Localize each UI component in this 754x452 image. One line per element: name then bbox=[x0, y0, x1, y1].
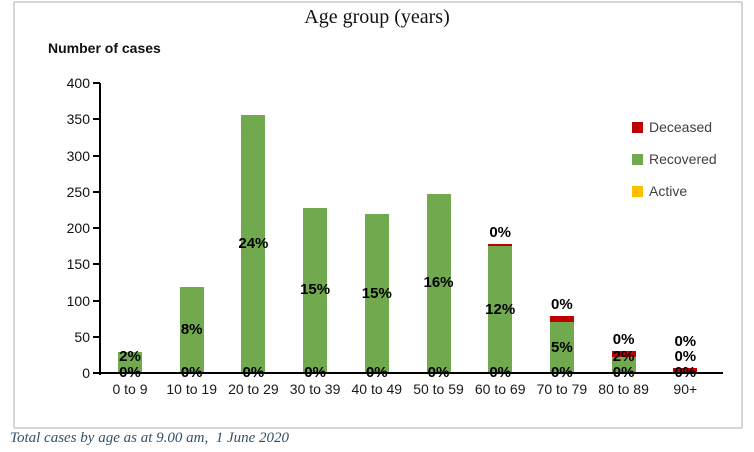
legend-item-active: Active bbox=[632, 183, 717, 199]
label-active-40-to-49: 0% bbox=[365, 364, 388, 381]
label-active-90+: 0% bbox=[674, 364, 697, 381]
bar-recovered-0-to-9 bbox=[118, 351, 142, 373]
y-axis-tick-label: 300 bbox=[66, 147, 90, 164]
legend-swatch-recovered bbox=[632, 153, 643, 165]
y-axis-tick bbox=[93, 82, 100, 84]
y-axis-tick bbox=[93, 335, 100, 338]
y-axis-tick bbox=[93, 263, 100, 266]
label-recovered-90+: 0% bbox=[674, 348, 697, 365]
chart-title: Age group (years) bbox=[304, 6, 450, 28]
label-recovered-80-to-89: 2% bbox=[612, 348, 635, 365]
y-axis-tick bbox=[93, 118, 100, 121]
bar-recovered-20-to-29 bbox=[241, 114, 266, 373]
y-axis-tick-label: 150 bbox=[66, 256, 90, 273]
x-axis-label-90+: 90+ bbox=[673, 381, 698, 397]
legend-label-active: Active bbox=[649, 183, 688, 199]
legend-item-deceased: Deceased bbox=[632, 119, 717, 135]
y-axis-line bbox=[99, 83, 101, 375]
bar-deceased-90+ bbox=[673, 367, 698, 372]
legend-item-recovered: Recovered bbox=[632, 151, 717, 167]
x-axis-label-40-to-49: 40 to 49 bbox=[351, 381, 403, 397]
label-deceased-70-to-79: 0% bbox=[551, 296, 573, 314]
legend-label-recovered: Recovered bbox=[649, 151, 717, 167]
bar-deceased-60-to-69 bbox=[488, 243, 513, 247]
y-axis-tick bbox=[93, 299, 100, 302]
bar-recovered-70-to-79 bbox=[549, 322, 574, 373]
legend-swatch-active bbox=[632, 185, 643, 197]
label-deceased-90+: 0% bbox=[674, 333, 697, 350]
x-axis-line bbox=[99, 372, 723, 374]
label-active-30-to-39: 0% bbox=[304, 364, 326, 381]
label-active-50-to-59: 0% bbox=[427, 364, 450, 381]
bar-recovered-10-to-19 bbox=[179, 286, 204, 373]
y-axis-tick-label: 400 bbox=[66, 75, 90, 91]
bar-recovered-30-to-39 bbox=[303, 207, 328, 373]
bar-deceased-80-to-89 bbox=[611, 350, 636, 358]
label-active-70-to-79: 0% bbox=[551, 364, 573, 381]
bar-recovered-80-to-89 bbox=[611, 357, 636, 373]
y-axis-tick-label: 250 bbox=[66, 183, 90, 200]
label-active-10-to-19: 0% bbox=[180, 364, 203, 381]
label-recovered-30-to-39: 15% bbox=[300, 281, 331, 299]
label-deceased-80-to-89: 0% bbox=[612, 330, 635, 348]
label-recovered-20-to-29: 24% bbox=[238, 234, 269, 252]
label-recovered-50-to-59: 16% bbox=[423, 274, 454, 292]
label-recovered-10-to-19: 8% bbox=[180, 320, 203, 338]
legend-swatch-deceased bbox=[632, 121, 643, 133]
label-recovered-0-to-9: 2% bbox=[119, 348, 141, 365]
label-recovered-40-to-49: 15% bbox=[361, 284, 392, 302]
bar-deceased-70-to-79 bbox=[549, 316, 574, 323]
y-axis-tick bbox=[93, 154, 100, 157]
y-axis-tick-label: 200 bbox=[66, 220, 90, 236]
y-axis-tick bbox=[93, 227, 100, 229]
label-recovered-70-to-79: 5% bbox=[551, 338, 573, 356]
x-axis-label-80-to-89: 80 to 89 bbox=[598, 381, 649, 397]
label-active-20-to-29: 0% bbox=[242, 364, 265, 381]
y-axis-tick-label: 50 bbox=[74, 328, 90, 345]
bar-recovered-60-to-69 bbox=[488, 246, 513, 373]
x-axis-label-70-to-79: 70 to 79 bbox=[536, 381, 588, 397]
legend: Deceased Recovered Active bbox=[632, 119, 717, 215]
bar-recovered-50-to-59 bbox=[426, 193, 451, 373]
x-axis-label-60-to-69: 60 to 69 bbox=[474, 381, 526, 397]
x-axis-label-30-to-39: 30 to 39 bbox=[289, 381, 341, 397]
x-axis-label-50-to-59: 50 to 59 bbox=[413, 381, 464, 397]
label-active-0-to-9: 0% bbox=[119, 364, 141, 381]
y-axis-tick bbox=[93, 372, 100, 374]
y-axis-title: Number of cases bbox=[48, 40, 161, 56]
y-axis-tick-label: 100 bbox=[66, 292, 90, 309]
y-axis-tick-label: 0 bbox=[82, 365, 90, 381]
chart-caption: Total cases by age as at 9.00 am, 1 June… bbox=[10, 430, 290, 446]
y-axis-tick bbox=[93, 190, 100, 193]
bar-recovered-40-to-49 bbox=[364, 214, 389, 373]
legend-label-deceased: Deceased bbox=[649, 119, 713, 135]
y-axis-tick-label: 350 bbox=[66, 111, 90, 128]
x-axis-label-0-to-9: 0 to 9 bbox=[112, 381, 148, 397]
label-recovered-60-to-69: 12% bbox=[485, 300, 516, 318]
x-axis-label-10-to-19: 10 to 19 bbox=[166, 381, 217, 397]
label-deceased-60-to-69: 0% bbox=[489, 223, 512, 241]
label-active-60-to-69: 0% bbox=[489, 364, 512, 381]
label-active-80-to-89: 0% bbox=[612, 364, 635, 381]
x-axis-label-20-to-29: 20 to 29 bbox=[228, 381, 279, 397]
